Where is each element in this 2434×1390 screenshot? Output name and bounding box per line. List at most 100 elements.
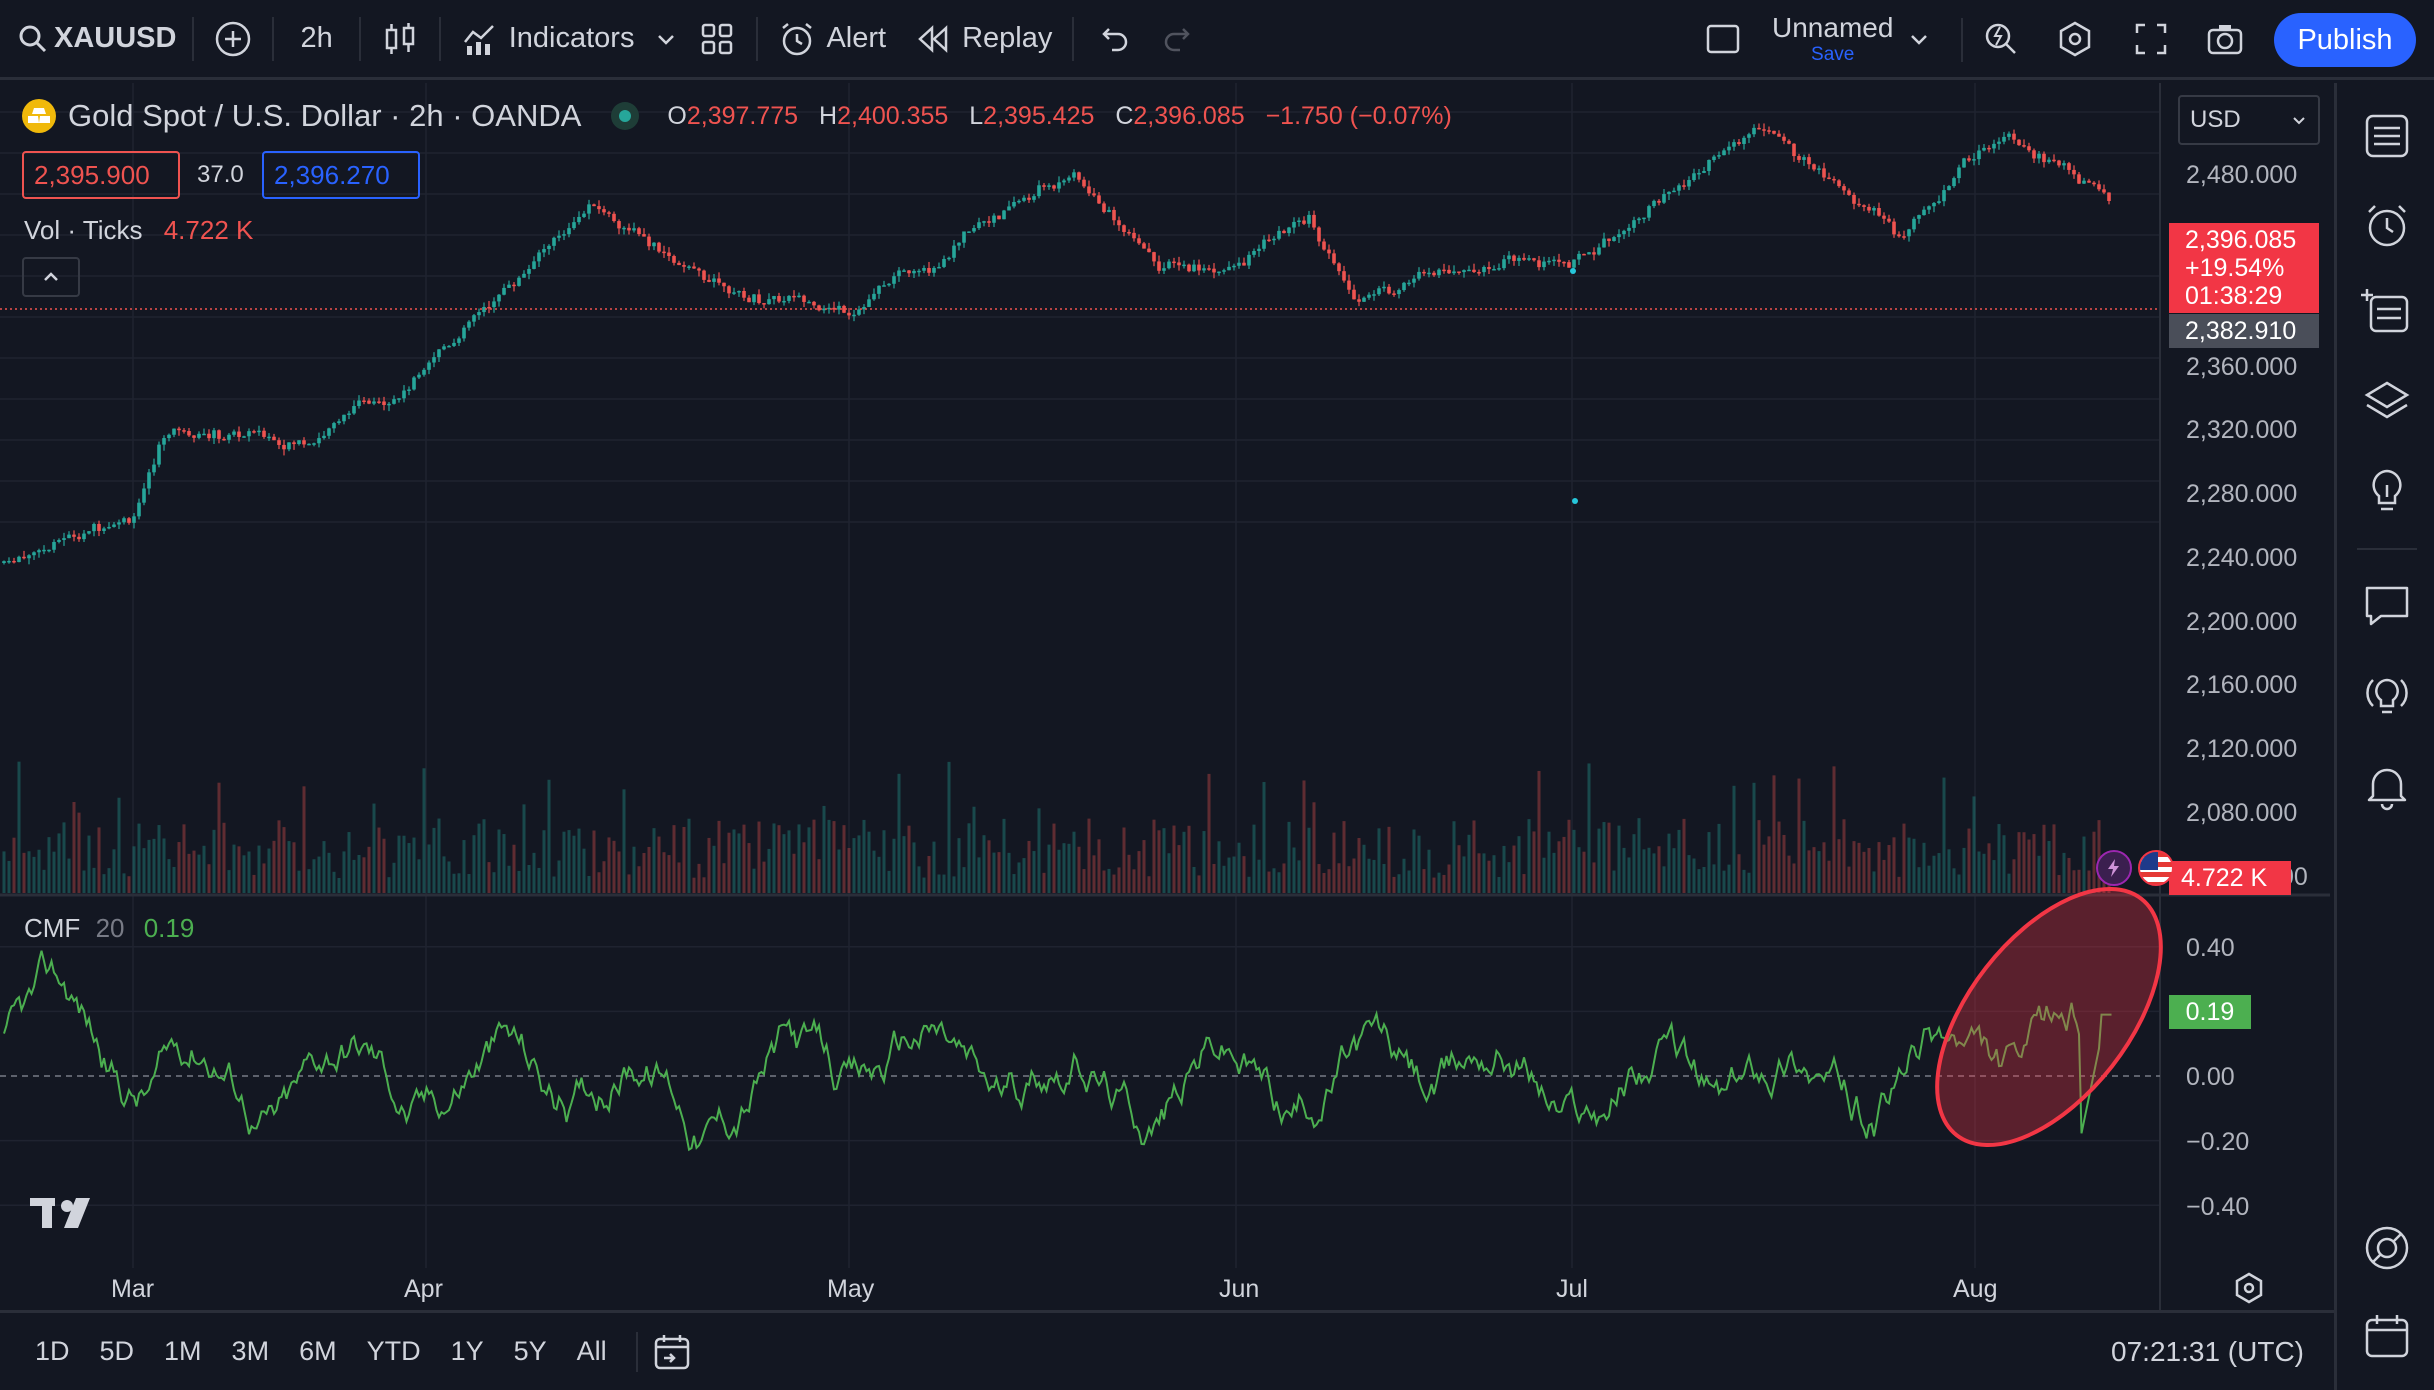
currency-select[interactable]: USD	[2178, 95, 2320, 145]
candle-body	[732, 292, 736, 294]
sell-price-button[interactable]: 2,395.900	[22, 151, 180, 199]
volume-bar	[1732, 785, 1736, 893]
chart-canvas[interactable]	[0, 83, 2330, 1310]
layout-save-hint: Save	[1811, 43, 1855, 65]
volume-bar	[1887, 845, 1891, 893]
range-ytd[interactable]: YTD	[366, 1336, 421, 1366]
volume-bar	[2092, 831, 2096, 893]
publish-button[interactable]: Publish	[2274, 13, 2416, 67]
event-lightning-icon[interactable]	[2096, 850, 2132, 886]
replay-button[interactable]: Replay	[900, 0, 1066, 79]
range-6m[interactable]: 6M	[299, 1336, 337, 1366]
candle-body	[447, 345, 451, 348]
chart-type-button[interactable]	[367, 0, 433, 79]
ideas-button[interactable]	[2359, 463, 2415, 519]
candle-body	[1012, 201, 1016, 207]
candle-body	[1302, 220, 1306, 224]
candle-body	[962, 231, 966, 243]
candle-body	[432, 357, 436, 363]
calendar-icon	[2365, 1315, 2409, 1358]
alerts-panel-button[interactable]	[2359, 198, 2415, 254]
volume-bar	[2062, 852, 2066, 893]
candle-body	[1792, 143, 1796, 157]
volume-bar	[1517, 836, 1521, 893]
candle-body	[1977, 150, 1981, 160]
axis-settings-button[interactable]	[2232, 1271, 2266, 1305]
volume-bar	[1482, 853, 1486, 893]
range-5d[interactable]: 5D	[99, 1336, 135, 1366]
divider	[192, 16, 195, 61]
volume-bar	[1942, 777, 1946, 893]
candle-body	[502, 287, 506, 295]
settings-button[interactable]	[2042, 0, 2108, 79]
price-tick: 2,080.000	[2186, 799, 2298, 827]
watchlist-button[interactable]	[2359, 108, 2415, 164]
object-tree-button[interactable]	[2359, 283, 2415, 339]
candle-body	[1922, 209, 1926, 216]
calendar-button[interactable]	[2359, 1308, 2415, 1364]
indicators-button[interactable]: Indicators	[447, 0, 649, 79]
us-flag-icon[interactable]	[2138, 850, 2174, 886]
compare-button[interactable]	[200, 0, 266, 79]
candle-body	[797, 295, 801, 298]
volume-bar	[122, 873, 126, 893]
undo-button[interactable]	[1080, 0, 1146, 79]
streams-button[interactable]	[2359, 668, 2415, 724]
quick-search-button[interactable]	[1968, 0, 2034, 79]
range-3m[interactable]: 3M	[231, 1336, 270, 1366]
chart-area[interactable]: Gold Spot / U.S. Dollar · 2h · OANDA O2,…	[0, 83, 2330, 1310]
volume-bar	[267, 848, 271, 893]
candle-body	[1382, 286, 1386, 289]
range-1m[interactable]: 1M	[164, 1336, 202, 1366]
volume-bar	[1302, 780, 1306, 893]
fullscreen-button[interactable]	[2118, 0, 2184, 79]
range-5y[interactable]: 5Y	[513, 1336, 547, 1366]
candle-body	[137, 502, 141, 517]
interval-button[interactable]: 2h	[300, 22, 333, 54]
range-all[interactable]: All	[576, 1336, 607, 1366]
volume-bar	[657, 836, 661, 893]
volume-bar	[202, 845, 206, 893]
volume-bar	[152, 838, 156, 893]
range-1d[interactable]: 1D	[35, 1336, 70, 1366]
utc-clock[interactable]: 07:21:31 (UTC)	[2111, 1335, 2304, 1367]
layouts-button[interactable]	[684, 0, 750, 79]
collapse-legend-button[interactable]	[22, 257, 80, 297]
layout-select[interactable]: Unnamed Save	[1690, 0, 1945, 79]
candle-body	[242, 436, 246, 438]
lightning-search-icon	[1982, 20, 2020, 58]
candle-body	[1147, 248, 1151, 253]
snapshot-button[interactable]	[2192, 0, 2258, 79]
candle-body	[332, 423, 336, 429]
buy-price-button[interactable]: 2,396.270	[262, 151, 420, 199]
chat-button[interactable]	[2359, 578, 2415, 634]
volume-bar	[652, 828, 656, 893]
alert-button[interactable]: Alert	[764, 0, 900, 79]
volume-bar	[262, 863, 266, 893]
redo-button[interactable]	[1146, 0, 1212, 79]
notifications-button[interactable]	[2359, 758, 2415, 814]
volume-bar	[1527, 819, 1531, 893]
symbol-search[interactable]: XAUUSD	[0, 0, 190, 79]
candle-body	[1262, 239, 1266, 249]
volume-bar	[17, 761, 21, 893]
candle-body	[462, 327, 466, 339]
candle-body	[517, 277, 521, 286]
candle-body	[1162, 268, 1166, 271]
volume-bar	[532, 852, 536, 893]
symbol-title[interactable]: Gold Spot / U.S. Dollar · 2h · OANDA	[68, 98, 582, 133]
templates-dropdown[interactable]	[648, 0, 684, 79]
help-button[interactable]	[2359, 1220, 2415, 1276]
volume-bar	[607, 837, 611, 893]
gold-logo-icon	[22, 99, 56, 133]
volume-bar	[1667, 833, 1671, 893]
volume-bar	[722, 863, 726, 893]
candle-body	[1707, 159, 1711, 171]
range-1y[interactable]: 1Y	[450, 1336, 484, 1366]
volume-bar	[1607, 822, 1611, 893]
data-window-button[interactable]	[2359, 373, 2415, 429]
goto-date-button[interactable]	[652, 1332, 692, 1372]
volume-bar	[1792, 863, 1796, 893]
candle-body	[1552, 259, 1556, 262]
volume-bar	[1362, 844, 1366, 893]
